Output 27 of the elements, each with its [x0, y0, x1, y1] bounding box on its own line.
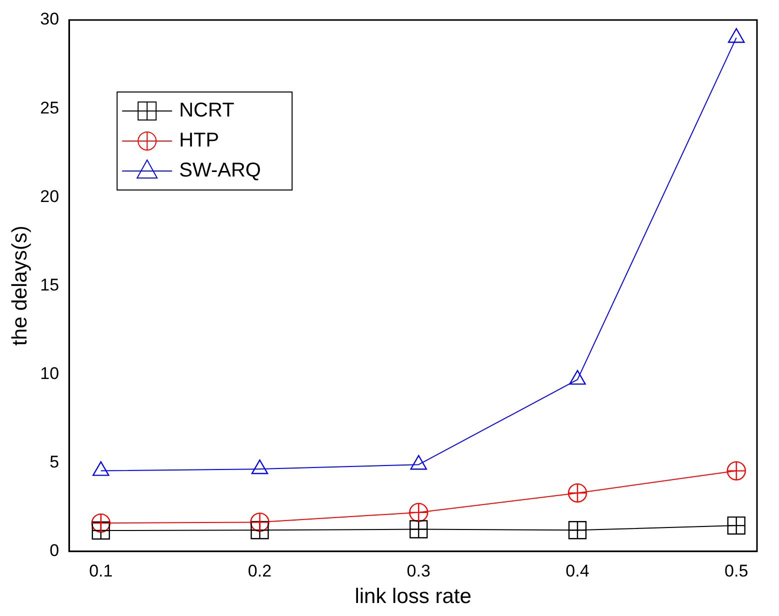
- point: [250, 521, 269, 540]
- y-tick-label: 10: [40, 364, 60, 383]
- point: [568, 521, 587, 540]
- x-tick-label: 0.4: [566, 561, 590, 580]
- x-axis-title: link loss rate: [354, 585, 472, 608]
- legend-label: NCRT: [179, 100, 234, 122]
- y-tick-label: 5: [50, 452, 60, 472]
- point: [727, 516, 746, 535]
- y-tick-label: 25: [40, 98, 60, 118]
- x-tick-label: 0.5: [724, 561, 748, 580]
- x-tick-label: 0.1: [89, 561, 113, 580]
- y-tick-label: 0: [50, 541, 60, 560]
- legend-label: SW-ARQ: [179, 160, 261, 182]
- point: [728, 28, 745, 43]
- x-tick-label: 0.3: [406, 561, 430, 580]
- point: [250, 512, 270, 532]
- legend-label: HTP: [179, 130, 220, 152]
- x-tick-label: 0.2: [248, 561, 272, 580]
- y-tick-label: 30: [40, 10, 60, 29]
- point: [410, 520, 428, 538]
- y-tick-label: 15: [40, 275, 60, 294]
- point: [91, 513, 110, 533]
- y-axis-title: the delays(s): [8, 226, 32, 346]
- point: [409, 502, 428, 522]
- point: [92, 521, 110, 540]
- point: [568, 483, 588, 503]
- y-tick-label: 20: [40, 186, 60, 206]
